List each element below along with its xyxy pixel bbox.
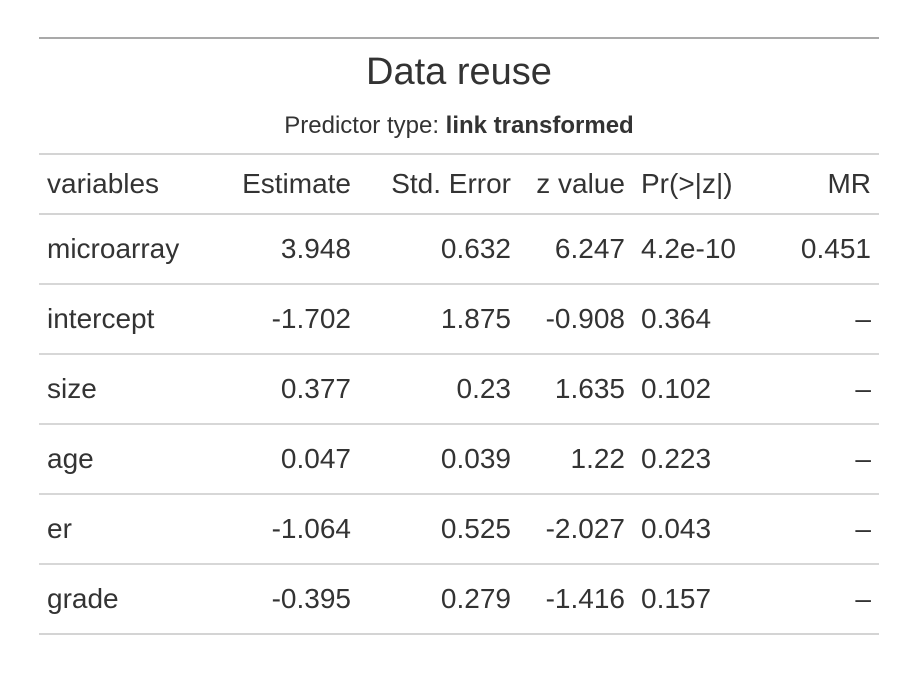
row-label: microarray [39,214,204,285]
table-cell: 0.632 [359,214,519,285]
table-cell: 3.948 [204,214,359,285]
table-cell: 1.635 [519,354,633,425]
results-table: Data reuse Predictor type: link transfor… [39,37,879,635]
column-header-estimate: Estimate [204,155,359,215]
table-row-grade: grade -0.395 0.279 -1.416 0.157 – [39,564,879,633]
table-cell: 0.039 [359,424,519,495]
table-row-intercept: intercept -1.702 1.875 -0.908 0.364– [39,284,879,355]
subtitle-prefix: Predictor type: [284,112,446,139]
table-cell: – [855,583,871,614]
table-cell: 0.157 [641,583,712,614]
column-header-mr: MR [765,155,879,215]
table-cell: -0.395 [271,583,351,614]
table-subtitle: Predictor type: link transformed [39,95,879,141]
table-cell: 1.875 [359,284,519,355]
column-header-pr-z: Pr(>|z|) [633,155,765,215]
table-body: microarray 3.948 0.632 6.247 4.2e-10 0.451 int… [39,214,879,633]
table-title: Data reuse [366,51,552,93]
table-row-er: er -1.064 0.525 -2.027 0.043– [39,494,879,565]
subtitle-predictor-type: link transformed [445,112,634,139]
row-label: grade [47,583,119,614]
row-label: intercept [39,284,204,355]
column-header-z-value: z value [519,155,633,215]
table-cell: -1.416 [545,583,625,614]
table-cell: 0.047 [204,424,359,495]
table-cell: 6.247 [519,214,633,285]
table-cell: -1.702 [204,284,359,355]
table-row-microarray: microarray 3.948 0.632 6.247 4.2e-10 0.451 [39,214,879,285]
row-label: size [39,354,204,425]
table-row-size: size 0.377 0.23 1.635 0.102– [39,354,879,425]
column-header-std-error: Std. Error [359,155,519,215]
table-cell: 0.364 [633,284,765,355]
table-cell: -2.027 [519,494,633,565]
table-cell: -0.908 [519,284,633,355]
table-cell: 0.377 [204,354,359,425]
table-cell: 0.451 [765,214,879,285]
table-cell: 0.279 [440,583,511,614]
row-label: er [39,494,204,565]
table-cell: – [765,424,879,495]
table-cell: 0.102 [633,354,765,425]
table-cell: 0.043 [633,494,765,565]
table-cell: – [765,354,879,425]
table-cell: 0.23 [359,354,519,425]
table-cell: -1.064 [204,494,359,565]
table-cell: 0.223 [633,424,765,495]
table-cell: 1.22 [519,424,633,495]
table-cell: – [765,284,879,355]
table-cell: 0.525 [359,494,519,565]
table-header: variables Estimate Std. Error z value Pr(>|z… [39,155,879,215]
table-row-age: age 0.047 0.039 1.22 0.223– [39,424,879,495]
table-cell: – [765,494,879,565]
column-header-variables: variables [39,155,204,215]
table-heading: Data reuse Predictor type: link transfor… [39,39,879,155]
row-label: age [39,424,204,495]
header-row: variables Estimate Std. Error z value Pr(>|z… [39,155,879,215]
coefficients-table: variables Estimate Std. Error z value Pr(>|z… [39,155,879,633]
table-cell: 4.2e-10 [633,214,765,285]
